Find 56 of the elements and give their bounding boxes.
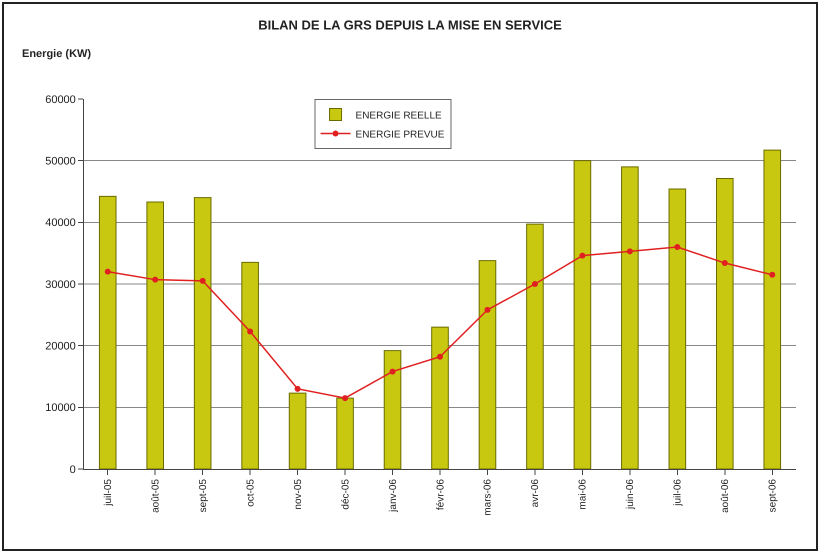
- point: [294, 386, 301, 392]
- bar: [763, 150, 782, 469]
- x-tick-label: déc-05: [340, 478, 352, 510]
- bar: [98, 196, 117, 469]
- x-tick-label: avr-06: [530, 478, 542, 508]
- point: [674, 244, 680, 250]
- x-tick-label: août-06: [720, 478, 732, 513]
- point: [532, 281, 538, 287]
- chart-title: BILAN DE LA GRS DEPUIS LA MISE EN SERVICE: [258, 17, 562, 32]
- y-tick-label: 50000: [45, 156, 76, 168]
- x-tick-label: janv-06: [388, 478, 399, 513]
- bar: [716, 178, 734, 469]
- point: [579, 252, 586, 259]
- x-tick-label: sept-06: [768, 478, 779, 512]
- x-tick-label: sept-05: [198, 478, 209, 512]
- bar: [384, 350, 402, 469]
- point: [484, 306, 490, 313]
- x-tick-label: juin-06: [625, 478, 636, 510]
- y-tick-label: 40000: [45, 217, 76, 230]
- legend-label: ENERGIE REELLE: [356, 110, 442, 122]
- x-tick-label: oct-05: [245, 478, 256, 507]
- y-tick-label: 20000: [45, 340, 76, 353]
- point: [769, 272, 776, 278]
- point: [390, 368, 396, 375]
- point: [722, 260, 728, 266]
- x-tick-label: févr-06: [435, 478, 446, 510]
- x-tick-label: mai-06: [578, 478, 589, 510]
- bar: [194, 197, 212, 469]
- y-tick-label: 10000: [45, 402, 76, 414]
- point: [247, 328, 254, 334]
- point: [200, 278, 206, 284]
- bar: [146, 201, 164, 469]
- x-tick-label: juil-06: [672, 478, 684, 507]
- bar: [288, 392, 306, 469]
- legend-label: ENERGIE PREVUE: [356, 129, 445, 140]
- x-tick-label: juil-05: [102, 478, 114, 507]
- bar: [574, 160, 592, 469]
- point: [342, 395, 348, 402]
- y-axis-title: Energie (KW): [22, 48, 92, 60]
- x-tick-label: mars-06: [482, 478, 494, 516]
- bar: [431, 326, 449, 469]
- y-tick-label: 0: [70, 464, 76, 476]
- y-tick-label: 30000: [45, 278, 76, 291]
- point: [152, 276, 158, 283]
- point: [104, 268, 111, 275]
- x-tick-label: août-05: [150, 478, 162, 513]
- x-tick-label: nov-05: [292, 478, 304, 510]
- bar: [526, 224, 544, 469]
- point: [626, 248, 633, 254]
- bar: [478, 260, 496, 469]
- bar: [241, 262, 259, 469]
- bar: [621, 166, 639, 469]
- bar: [336, 398, 354, 469]
- y-tick-label: 60000: [45, 94, 76, 106]
- bar: [668, 188, 686, 469]
- point: [437, 354, 443, 360]
